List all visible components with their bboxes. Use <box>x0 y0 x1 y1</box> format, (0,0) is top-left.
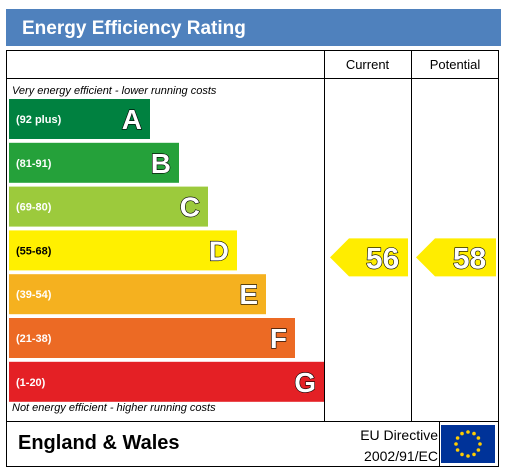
current-rating-arrow <box>330 238 408 277</box>
current-column-header: Current <box>345 57 390 72</box>
band-letter-f: F <box>270 323 287 354</box>
band-range-d: (55-68) <box>16 245 52 257</box>
eu-star <box>476 436 481 440</box>
potential-column-header: Potential <box>429 57 481 72</box>
eu-star <box>478 442 482 446</box>
current-column-divider <box>324 50 325 421</box>
eu-flag-icon <box>441 425 495 463</box>
band-letter-g: G <box>294 367 316 398</box>
band-range-b: (81-91) <box>16 158 52 170</box>
eu-star <box>472 431 476 436</box>
current-rating-value: 56 <box>366 242 399 275</box>
eu-directive-number: 2002/91/EC <box>364 448 438 464</box>
band-letter-b: B <box>151 148 171 179</box>
eu-star <box>460 452 464 457</box>
potential-rating-value: 58 <box>453 242 486 275</box>
eu-star <box>455 436 460 440</box>
band-bar-g <box>9 361 324 402</box>
header-divider <box>6 78 499 79</box>
band-bar-d <box>9 230 237 271</box>
top-note: Very energy efficient - lower running co… <box>12 85 217 97</box>
bottom-note: Not energy efficient - higher running co… <box>12 402 216 414</box>
band-letter-c: C <box>180 192 200 223</box>
eu-divider <box>439 421 440 467</box>
band-range-c: (69-80) <box>16 202 52 214</box>
eu-directive-label: EU Directive <box>360 427 438 443</box>
eu-star <box>460 431 464 436</box>
band-letter-d: D <box>209 235 229 266</box>
band-bar-f <box>9 318 295 358</box>
footer-divider <box>6 421 499 422</box>
region-label: England & Wales <box>18 432 180 454</box>
band-bar-a <box>9 99 150 139</box>
eu-star <box>466 430 470 434</box>
band-bar-b <box>9 142 179 183</box>
eu-star <box>476 448 481 452</box>
band-bar-c <box>9 186 208 227</box>
eu-star <box>466 454 470 458</box>
potential-rating-arrow <box>416 238 496 277</box>
band-letter-e: E <box>239 279 258 310</box>
band-range-g: (1-20) <box>16 377 46 389</box>
eu-star <box>472 452 476 457</box>
eu-star <box>455 448 460 452</box>
page-title: Energy Efficiency Rating <box>22 18 246 39</box>
header-bar <box>6 9 501 46</box>
potential-column-divider <box>411 50 412 421</box>
band-range-f: (21-38) <box>16 333 52 345</box>
eu-star <box>454 442 458 446</box>
band-range-e: (39-54) <box>16 289 52 301</box>
band-bar-e <box>9 274 266 315</box>
band-letter-a: A <box>122 104 142 135</box>
band-range-a: (92 plus) <box>16 114 62 126</box>
chart-frame <box>6 50 499 467</box>
